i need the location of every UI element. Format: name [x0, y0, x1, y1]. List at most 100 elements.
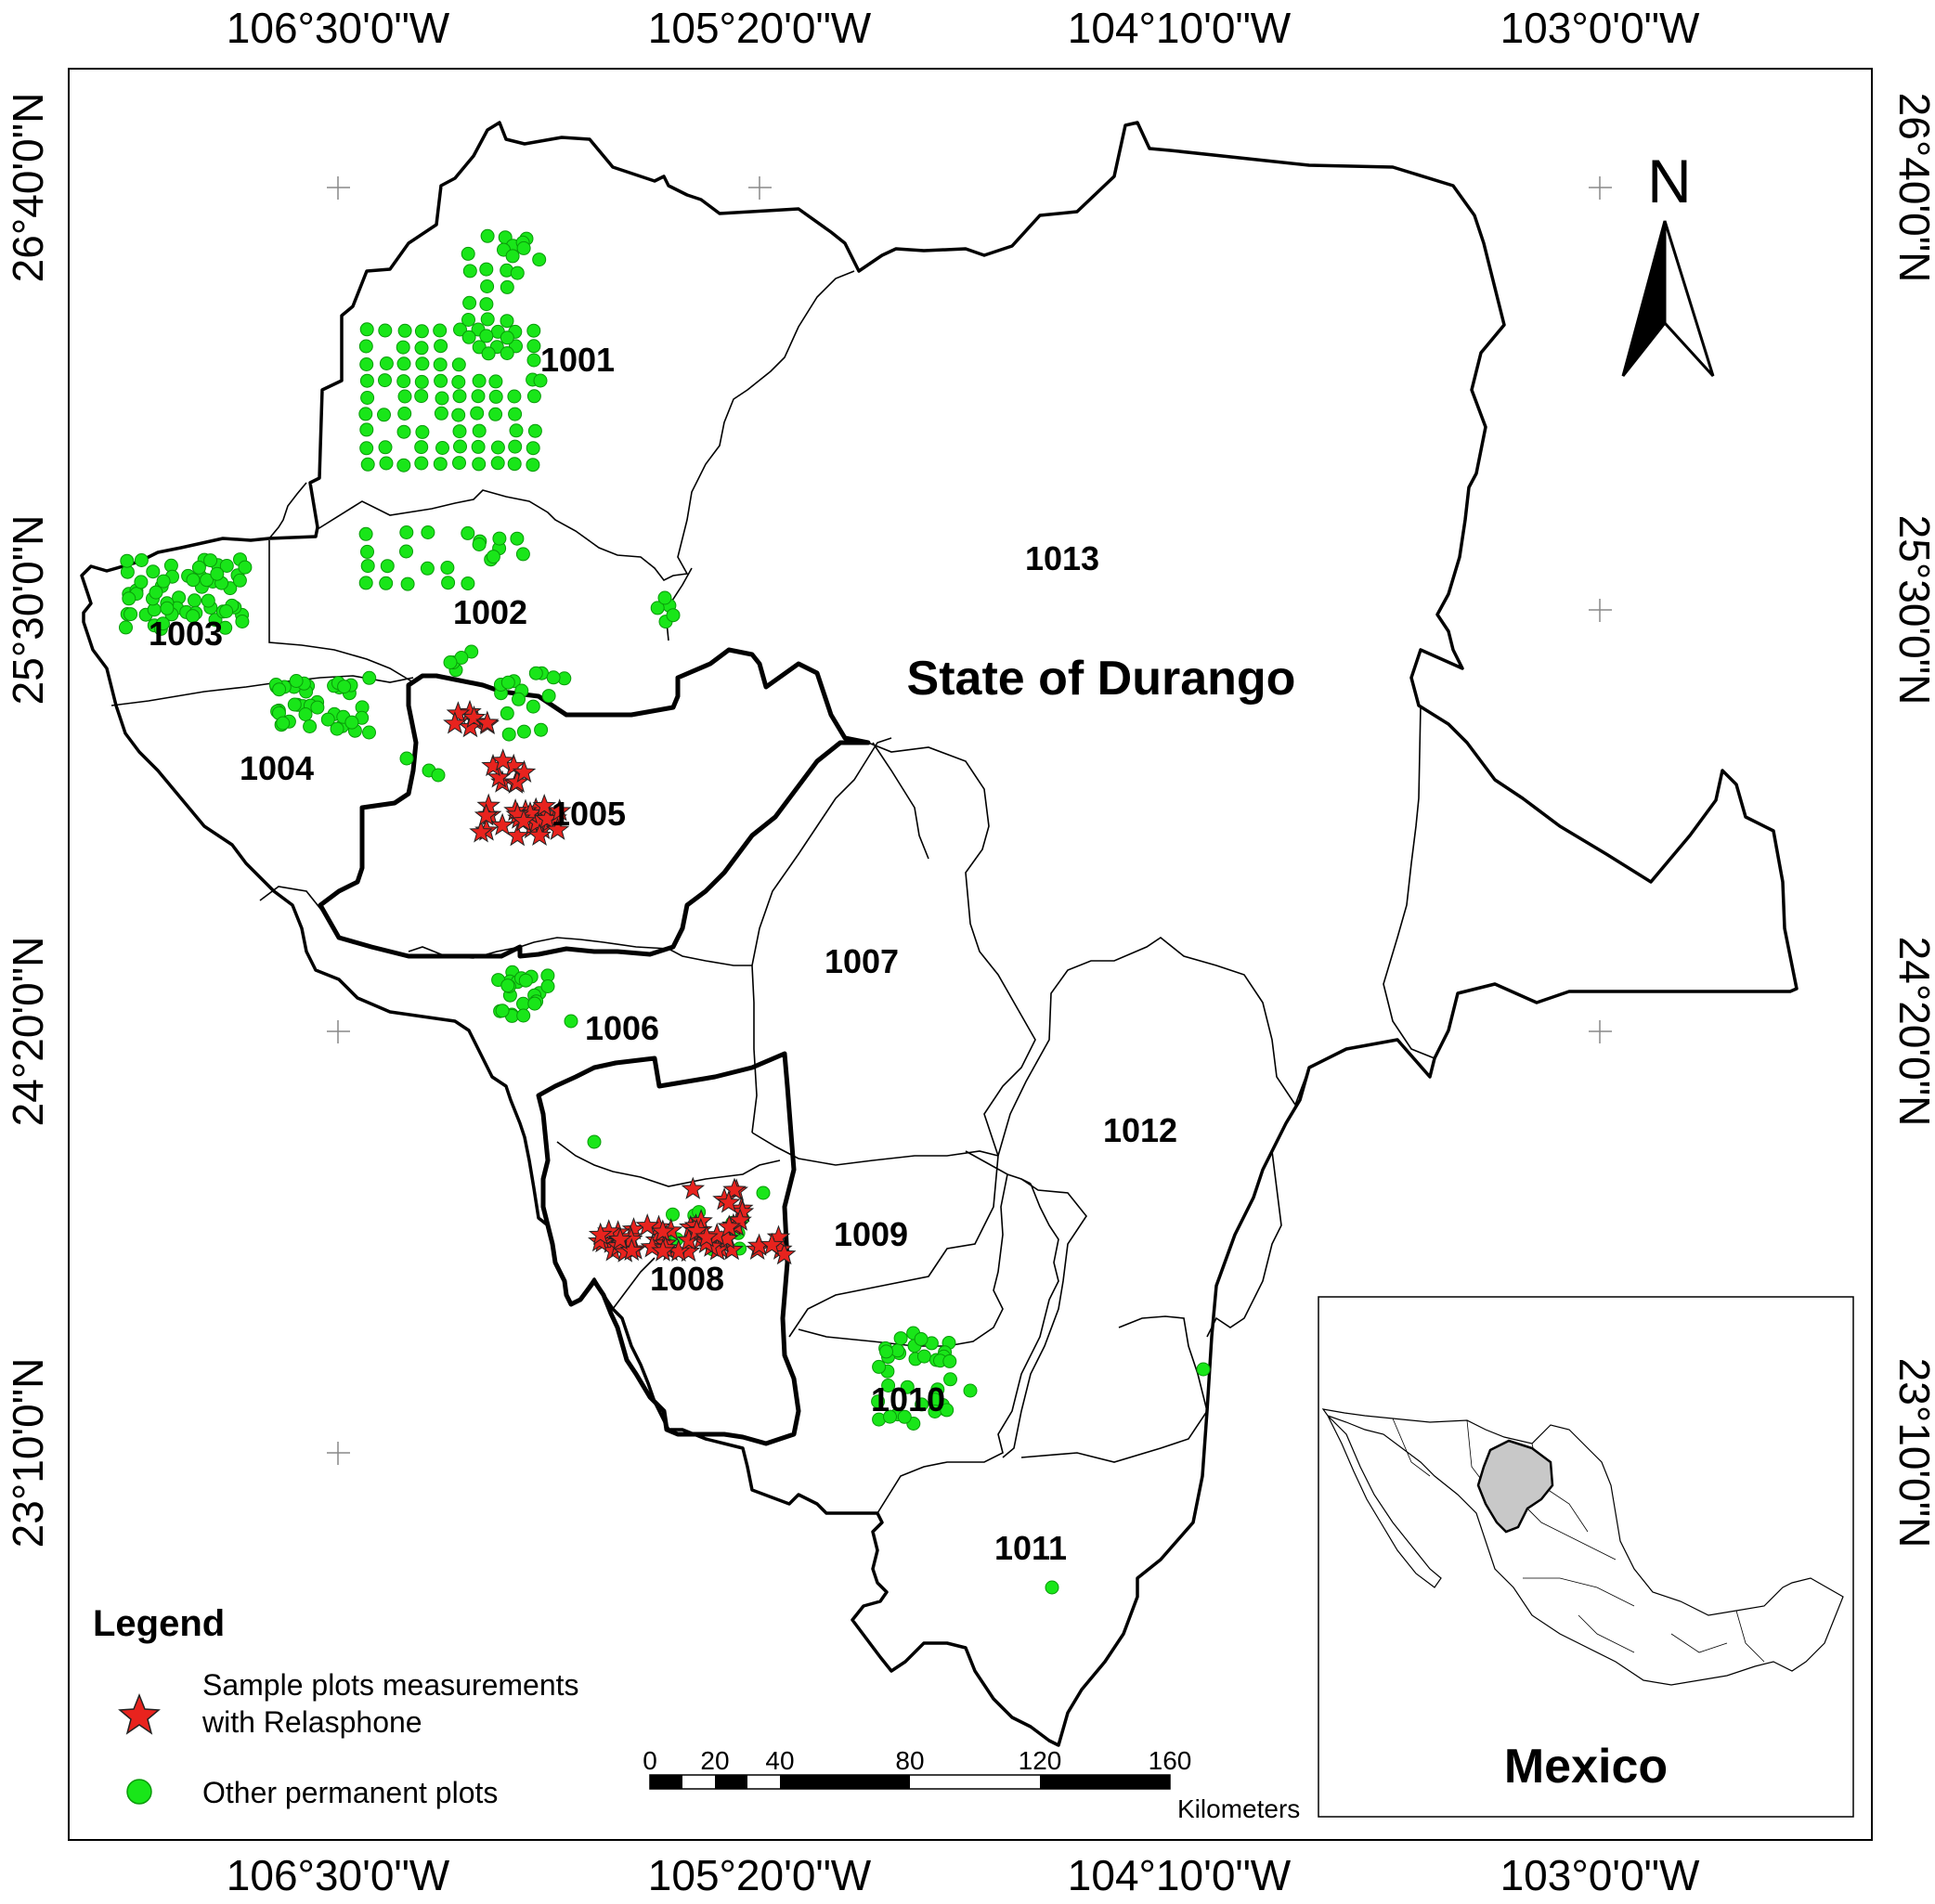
permanent-plot-marker — [479, 297, 494, 312]
relasphone-plot-marker — [695, 1224, 719, 1248]
svg-text:160: 160 — [1149, 1746, 1192, 1775]
permanent-plot-marker — [272, 682, 287, 697]
permanent-plot-marker — [526, 441, 540, 456]
permanent-plot-marker — [421, 525, 435, 539]
permanent-plot-marker — [526, 353, 541, 368]
permanent-plot-marker — [120, 553, 135, 568]
inset-baja-california — [1327, 1415, 1442, 1588]
permanent-plot-marker — [492, 531, 507, 546]
permanent-plot-marker — [298, 707, 313, 721]
scale-bar: 0 20 40 80 120 160 Kilometers — [643, 1746, 1300, 1823]
permanent-plot-marker — [134, 575, 149, 589]
permanent-plot-marker — [397, 389, 412, 404]
relasphone-plot-marker — [717, 1190, 741, 1213]
svg-text:25°30'0"N: 25°30'0"N — [4, 515, 52, 706]
svg-text:20: 20 — [700, 1746, 729, 1775]
permanent-plot-marker — [470, 406, 485, 421]
permanent-plot-marker — [528, 666, 543, 680]
legend: Legend Sample plots measurements with Re… — [93, 1603, 579, 1809]
svg-text:0: 0 — [643, 1746, 657, 1775]
permanent-plot-marker — [219, 559, 234, 573]
relasphone-plot-marker — [728, 1208, 752, 1231]
permanent-plot-marker — [510, 531, 525, 546]
relasphone-plot-marker — [588, 1222, 613, 1246]
permanent-plot-marker — [486, 550, 500, 564]
permanent-plot-marker — [897, 1409, 912, 1424]
permanent-plot-marker — [540, 979, 555, 993]
svg-text:26°40'0"N: 26°40'0"N — [1890, 93, 1935, 283]
permanent-plot-marker — [397, 323, 412, 338]
permanent-plot-marker — [186, 573, 201, 588]
permanent-plot-marker — [397, 407, 412, 421]
permanent-plot-marker — [963, 1383, 978, 1398]
permanent-plot-marker — [527, 996, 542, 1011]
permanent-plot-marker — [320, 712, 335, 727]
permanent-plot-marker — [462, 295, 477, 310]
permanent-plot-marker — [587, 1134, 602, 1149]
inset-mexico-outline — [1321, 1408, 1844, 1686]
permanent-plot-marker — [942, 1354, 957, 1368]
permanent-plot-marker — [232, 573, 247, 588]
permanent-plot-marker — [507, 457, 522, 472]
permanent-plot-marker — [218, 620, 233, 635]
legend-circle-icon — [126, 1779, 152, 1805]
permanent-plot-marker — [500, 314, 514, 329]
relasphone-plot-marker — [512, 809, 536, 832]
district-label-1009: 1009 — [834, 1215, 908, 1253]
permanent-plot-marker — [310, 700, 325, 715]
district-label-1010: 1010 — [871, 1380, 945, 1418]
permanent-plot-marker — [360, 391, 375, 405]
permanent-plot-marker — [488, 374, 503, 389]
district-label-1003: 1003 — [149, 615, 223, 653]
permanent-plot-marker — [440, 561, 455, 575]
relasphone-plot-marker — [446, 701, 471, 724]
permanent-plot-marker — [462, 264, 477, 278]
relasphone-plot-marker — [461, 705, 487, 729]
permanent-plot-marker — [441, 576, 456, 590]
scale-unit: Kilometers — [1177, 1794, 1300, 1823]
permanent-plot-marker — [378, 440, 393, 455]
permanent-plot-marker — [360, 544, 374, 559]
svg-text:24°20'0"N: 24°20'0"N — [4, 937, 52, 1127]
permanent-plot-marker — [420, 561, 435, 576]
permanent-plot-marker — [451, 408, 466, 422]
district-label-1008: 1008 — [650, 1260, 724, 1298]
permanent-plot-marker — [380, 559, 395, 574]
permanent-plot-marker — [451, 375, 466, 389]
svg-text:103°0'0"W: 103°0'0"W — [1500, 1851, 1700, 1899]
permanent-plot-marker — [433, 457, 448, 472]
district-1005-outline — [318, 647, 871, 959]
permanent-plot-marker — [516, 724, 531, 739]
permanent-plot-marker — [527, 423, 542, 438]
permanent-plot-marker — [379, 576, 394, 590]
permanent-plot-marker — [337, 680, 352, 694]
permanent-plot-marker — [359, 322, 374, 337]
permanent-plot-marker — [666, 1207, 680, 1222]
permanent-plot-marker — [359, 373, 374, 388]
permanent-plot-marker — [512, 692, 526, 706]
permanent-plot-marker — [533, 373, 548, 388]
permanent-plot-marker — [289, 674, 304, 688]
permanent-plot-marker — [461, 576, 475, 590]
permanent-plot-marker — [461, 313, 475, 327]
permanent-plot-marker — [344, 715, 359, 730]
relasphone-plot-marker — [651, 1238, 675, 1262]
permanent-plot-marker — [134, 553, 149, 567]
state-outline — [80, 121, 1799, 1747]
longitude-labels-top: 106°30'0"W 105°20'0"W 104°10'0"W 103°0'0… — [227, 4, 1700, 52]
permanent-plot-marker — [358, 576, 373, 590]
permanent-plot-marker — [461, 330, 476, 344]
permanent-plot-marker — [358, 407, 373, 421]
legend-star-icon — [118, 1692, 161, 1735]
svg-text:25°30'0"N: 25°30'0"N — [1890, 515, 1935, 706]
permanent-plot-marker — [303, 719, 318, 733]
permanent-plot-marker — [414, 341, 429, 356]
svg-text:103°0'0"W: 103°0'0"W — [1500, 4, 1700, 52]
permanent-plot-marker — [431, 768, 446, 783]
legend-item-relasphone-line2: with Relasphone — [201, 1705, 422, 1739]
permanent-plot-marker — [379, 356, 394, 370]
svg-text:24°20'0"N: 24°20'0"N — [1890, 937, 1935, 1127]
permanent-plot-marker — [516, 240, 531, 255]
permanent-plot-marker — [156, 574, 171, 589]
permanent-plot-marker — [510, 266, 525, 280]
